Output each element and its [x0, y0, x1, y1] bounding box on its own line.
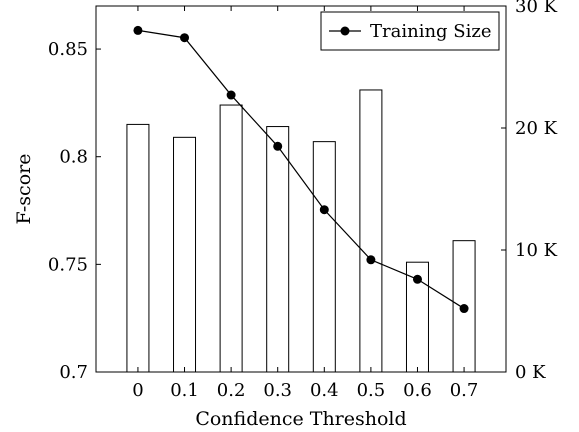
legend-entry-training-size: Training Size: [370, 21, 492, 42]
training-size-point-0.5: [366, 255, 376, 265]
ticks-layer: 0 0.1 0.2 0.3 0.4 0.5 0.6 0.7 0.7 0.75 0.8 0.85 0 K 1…: [48, 0, 558, 401]
x-tick-label-0.1: 0.1: [170, 380, 199, 401]
x-tick-label-0.7: 0.7: [450, 380, 479, 401]
y-axis-left-label: F-score: [13, 154, 35, 225]
x-tick-label-0.6: 0.6: [403, 380, 432, 401]
bar-0.3: [266, 126, 290, 373]
x-axis-label: Confidence Threshold: [195, 408, 406, 430]
bar-0: [126, 123, 150, 373]
training-size-point-0.3: [273, 141, 283, 151]
y-left-tick-label-0: 0.7: [59, 362, 88, 383]
y-right-tick-label-3: 30 K: [515, 0, 558, 17]
x-tick-label-0: 0: [132, 380, 143, 401]
y-left-tick-label-3: 0.85: [48, 39, 88, 60]
bar-0.4: [312, 141, 336, 373]
training-size-point-0.6: [412, 274, 422, 284]
plot-frame: [95, 5, 507, 373]
y-right-tick-label-2: 20 K: [515, 118, 558, 139]
x-tick-label-0.3: 0.3: [263, 380, 292, 401]
legend: Training Size: [320, 11, 500, 51]
x-tick-label-0.4: 0.4: [310, 380, 339, 401]
x-tick-label-0.5: 0.5: [357, 380, 386, 401]
training-size-point-0.1: [180, 33, 190, 43]
training-size-line: [137, 29, 465, 310]
bar-0.2: [219, 104, 243, 373]
training-size-point-0.2: [226, 90, 236, 100]
bar-0.1: [173, 136, 197, 373]
y-right-tick-label-0: 0 K: [515, 362, 546, 383]
legend-marker: [340, 26, 350, 36]
training-size-point-0.7: [459, 304, 469, 314]
y-left-tick-label-2: 0.8: [59, 147, 88, 168]
training-size-point-0.4: [319, 205, 329, 215]
y-right-tick-label-1: 10 K: [515, 240, 558, 261]
line-layer: [133, 25, 469, 314]
y-left-tick-label-1: 0.75: [48, 254, 88, 275]
axes-layer: [95, 5, 507, 373]
x-tick-label-0.2: 0.2: [217, 380, 246, 401]
bars-layer: [126, 89, 476, 373]
training-size-point-0: [133, 25, 143, 35]
bar-0.5: [359, 89, 383, 373]
